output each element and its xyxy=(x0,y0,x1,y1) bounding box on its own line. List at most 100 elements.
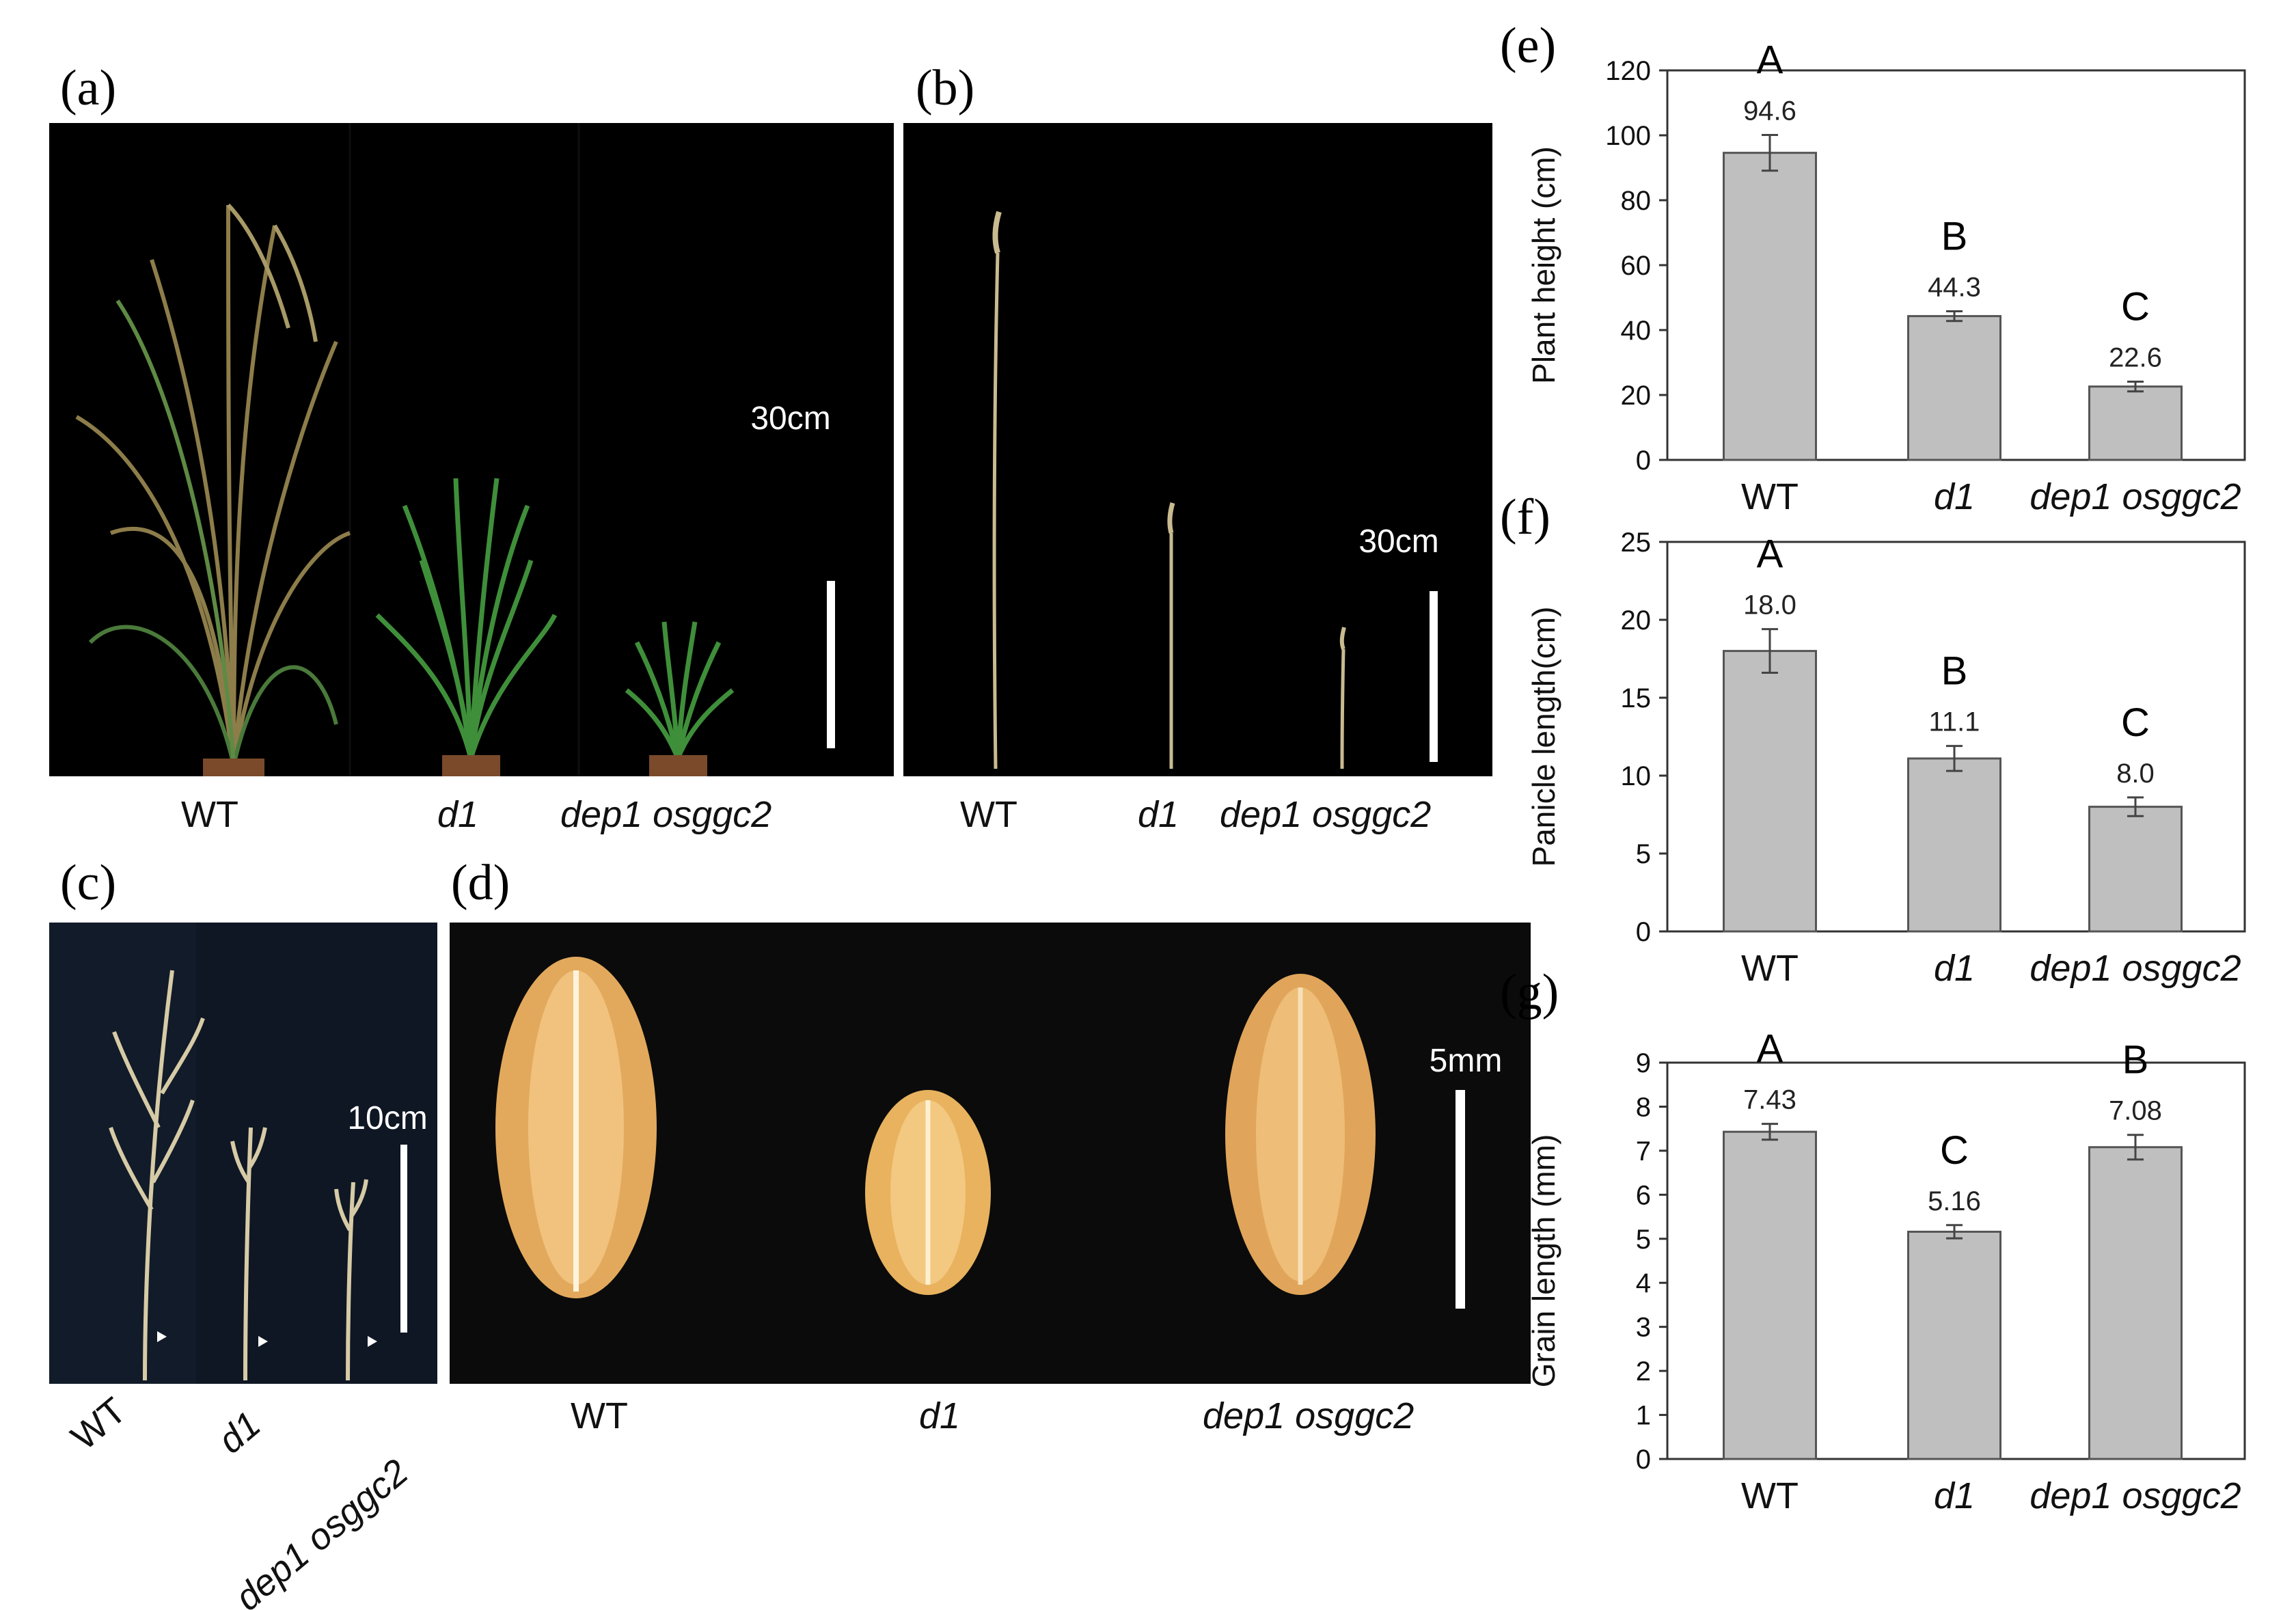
scale-bar-a xyxy=(827,581,835,748)
data-label: 18.0 xyxy=(1743,590,1796,620)
x-category-label: d1 xyxy=(1934,948,1975,989)
y-tick-label: 0 xyxy=(1636,446,1651,476)
scale-bar-c xyxy=(400,1145,407,1333)
bar xyxy=(1907,757,2001,933)
x-category-label: WT xyxy=(1741,948,1799,989)
caption-d-dep1-osggc2: dep1 osggc2 xyxy=(1203,1395,1414,1436)
y-tick-label: 40 xyxy=(1621,316,1652,346)
photo-panel-b: 30cm xyxy=(903,123,1492,776)
significance-letter: C xyxy=(2121,700,2150,745)
x-category-label: dep1 osggc2 xyxy=(2030,1475,2241,1516)
y-tick-label: 60 xyxy=(1621,251,1652,281)
x-category-label: WT xyxy=(1741,1475,1799,1516)
x-category-label: dep1 osggc2 xyxy=(2030,948,2241,989)
data-label: 11.1 xyxy=(1929,707,1980,737)
d1-stem xyxy=(1167,502,1175,769)
y-tick-label: 9 xyxy=(1636,1048,1651,1078)
caption-d-wt: WT xyxy=(571,1395,628,1436)
scale-bar-label-d: 5mm xyxy=(1430,1043,1503,1079)
dep1-osggc2-stem xyxy=(1339,627,1346,769)
caption-a-dep1-osggc2: dep1 osggc2 xyxy=(560,794,772,835)
photo-panel-c: 10cm xyxy=(49,923,437,1384)
data-label: 44.3 xyxy=(1928,272,1981,302)
panicle-photo-c: 10cm xyxy=(49,923,437,1384)
y-tick-label: 0 xyxy=(1636,917,1651,947)
bar xyxy=(1907,315,2001,461)
wt-panicle xyxy=(109,970,205,1381)
significance-letter: B xyxy=(2122,1038,2149,1082)
plant-photo-a: 30cm xyxy=(49,123,894,776)
y-axis-label: Panicle length(cm) xyxy=(1526,607,1561,867)
data-label: 7.43 xyxy=(1743,1085,1796,1115)
significance-letter: A xyxy=(1757,38,1784,83)
y-tick-label: 80 xyxy=(1621,186,1652,216)
panel-label-c: (c) xyxy=(60,855,117,911)
y-axis-label: Grain length (mm) xyxy=(1526,1134,1561,1388)
dep1-osggc2-plant xyxy=(625,621,735,760)
photo-panel-d: 5mm xyxy=(450,923,1531,1384)
scale-bar-label-b: 30cm xyxy=(1358,523,1438,560)
bar xyxy=(2088,806,2183,933)
wt-grain xyxy=(495,957,657,1298)
y-tick-label: 7 xyxy=(1636,1136,1651,1166)
x-category-label: dep1 osggc2 xyxy=(2030,476,2241,517)
y-tick-label: 0 xyxy=(1636,1445,1651,1475)
bar xyxy=(1723,650,1817,933)
y-tick-label: 6 xyxy=(1636,1180,1651,1210)
photo-panel-a: 30cm xyxy=(49,123,894,776)
bar xyxy=(2088,1146,2183,1460)
data-label: 22.6 xyxy=(2109,343,2162,373)
caption-d-d1: d1 xyxy=(919,1395,961,1436)
y-tick-label: 20 xyxy=(1621,381,1652,411)
y-tick-label: 3 xyxy=(1636,1313,1651,1343)
scale-bar-b xyxy=(1430,591,1438,762)
wt-pot xyxy=(203,759,264,776)
bar xyxy=(1723,1130,1817,1460)
d1-pot xyxy=(442,755,500,776)
y-tick-label: 2 xyxy=(1636,1356,1651,1387)
significance-letter: C xyxy=(1940,1128,1969,1173)
x-category-label: WT xyxy=(1741,476,1799,517)
caption-a-wt: WT xyxy=(181,794,238,835)
y-tick-label: 8 xyxy=(1636,1092,1651,1122)
panel-label-f: (f) xyxy=(1500,489,1550,545)
bar xyxy=(1907,1230,2001,1460)
y-tick-label: 25 xyxy=(1621,528,1652,558)
significance-letter: A xyxy=(1757,532,1784,577)
y-tick-label: 4 xyxy=(1636,1268,1651,1298)
y-tick-label: 120 xyxy=(1605,56,1651,86)
d1-grain xyxy=(865,1090,991,1295)
dep1-osggc2-pot xyxy=(649,755,707,776)
wt-stem xyxy=(992,210,1002,769)
x-category-label: d1 xyxy=(1934,1475,1975,1516)
panel-label-e: (e) xyxy=(1500,18,1557,74)
scale-bar-d xyxy=(1456,1090,1465,1309)
dep1-osggc2-panicle xyxy=(334,1179,368,1381)
wt-plant xyxy=(75,203,351,766)
data-label: 8.0 xyxy=(2116,759,2155,789)
caption-b-dep1-osggc2: dep1 osggc2 xyxy=(1220,794,1432,835)
panel-label-g: (g) xyxy=(1500,964,1559,1020)
y-tick-label: 5 xyxy=(1636,1225,1651,1255)
y-tick-label: 15 xyxy=(1621,683,1652,713)
stem-photo-b: 30cm xyxy=(903,123,1492,776)
data-label: 7.08 xyxy=(2109,1096,2162,1126)
significance-letter: C xyxy=(2121,285,2150,329)
bar xyxy=(1723,152,1817,461)
y-axis-label: Plant height (cm) xyxy=(1526,146,1561,384)
significance-letter: B xyxy=(1941,649,1968,694)
data-label: 5.16 xyxy=(1928,1186,1981,1216)
significance-letter: A xyxy=(1757,1027,1784,1072)
d1-panicle xyxy=(230,1127,267,1381)
panel-label-a: (a) xyxy=(60,60,117,116)
y-tick-label: 100 xyxy=(1605,121,1651,151)
panel-label-d: (d) xyxy=(451,855,510,911)
scale-bar-label-a: 30cm xyxy=(750,400,830,437)
significance-letter: B xyxy=(1941,214,1968,258)
wt-arrowhead xyxy=(157,1331,167,1342)
caption-b-d1: d1 xyxy=(1138,794,1179,835)
y-tick-label: 10 xyxy=(1621,761,1652,791)
y-tick-label: 5 xyxy=(1636,839,1651,869)
